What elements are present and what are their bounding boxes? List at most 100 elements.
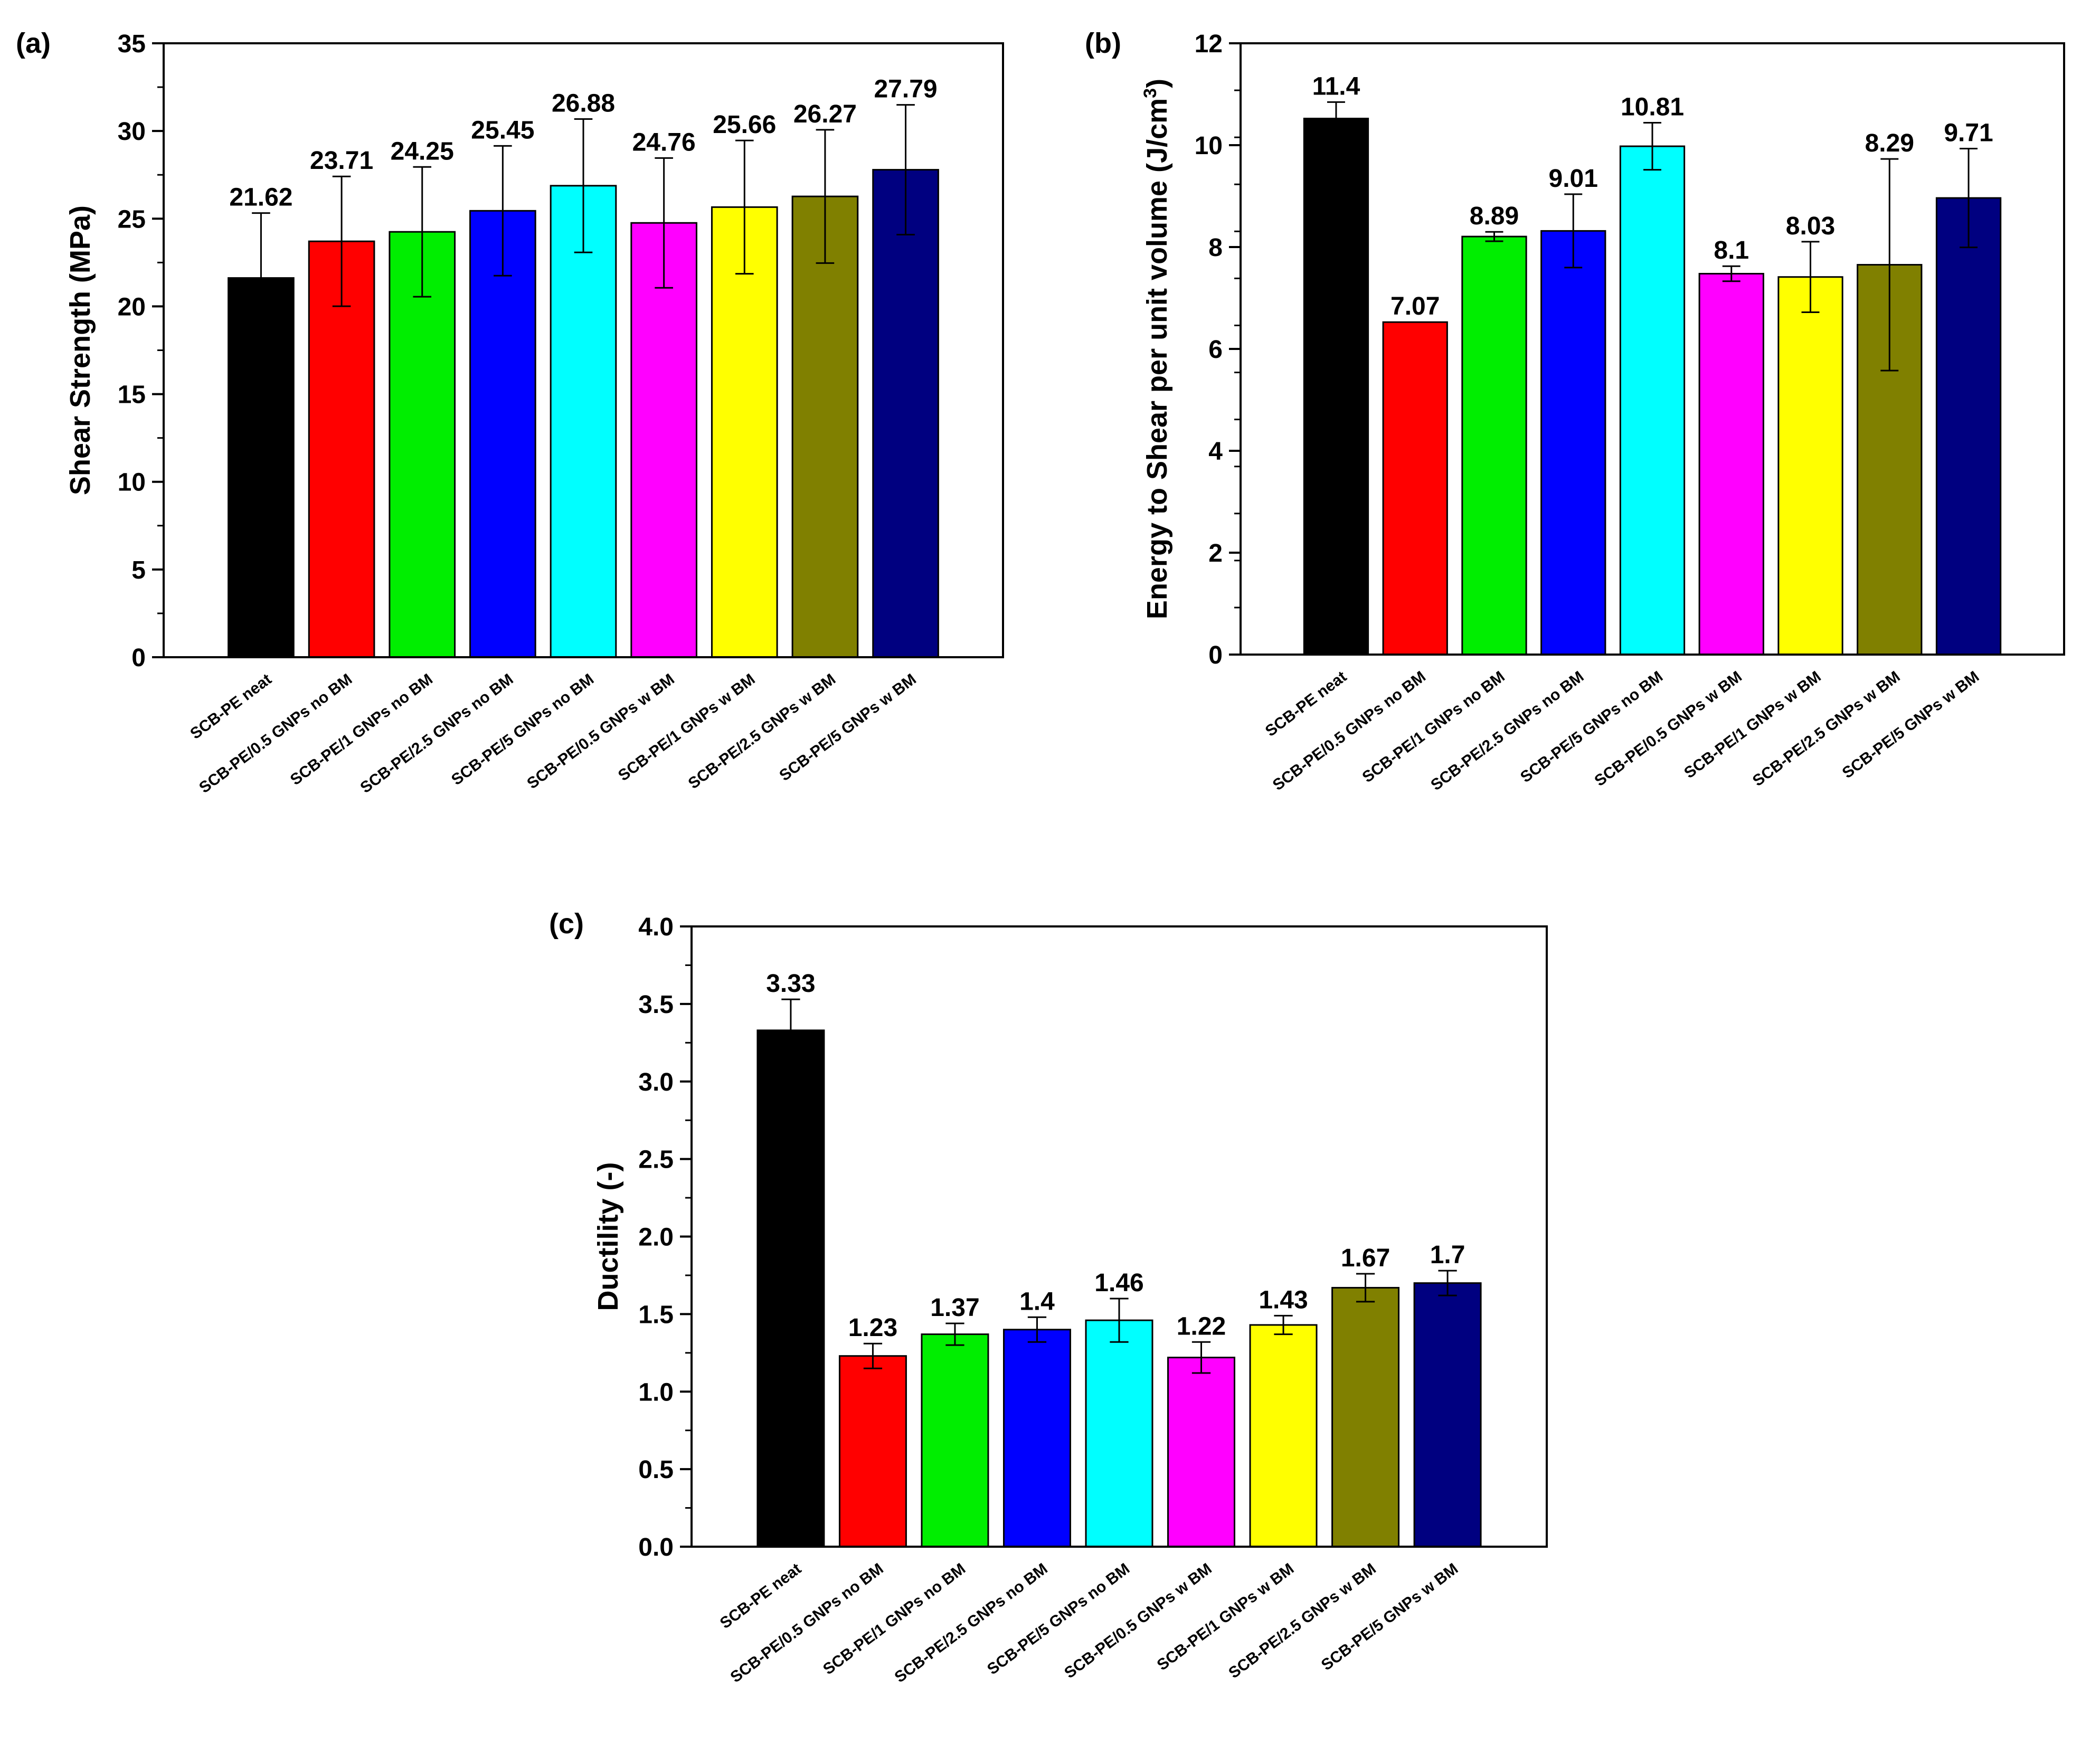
- data-label: 8.89: [1470, 202, 1519, 230]
- x-tick-label: SCB-PE neat: [717, 1560, 805, 1632]
- y-axis-label: Shear Strength (MPa): [64, 205, 96, 495]
- data-label: 1.43: [1259, 1286, 1308, 1314]
- y-tick-label: 12: [1195, 30, 1223, 58]
- data-label: 1.46: [1094, 1269, 1143, 1297]
- data-label: 1.67: [1341, 1244, 1390, 1272]
- y-tick-label: 8: [1208, 234, 1223, 262]
- bar: [838, 1355, 907, 1548]
- x-tick-label: SCB-PE/2.5 GNPs w BM: [685, 670, 839, 792]
- y-tick-label: 10: [118, 469, 146, 497]
- panel-label: (a): [16, 27, 51, 59]
- x-tick-label: SCB-PE/1 GNPs no BM: [287, 670, 436, 789]
- data-label: 9.01: [1549, 165, 1598, 193]
- data-label: 1.37: [930, 1294, 979, 1322]
- x-tick-label: SCB-PE/2.5 GNPs no BM: [892, 1560, 1051, 1686]
- x-tick-label: SCB-PE/1 GNPs w BM: [615, 670, 758, 784]
- data-label: 9.71: [1944, 119, 1993, 147]
- panel-label: (c): [549, 908, 584, 940]
- data-label: 24.76: [632, 128, 696, 156]
- x-tick-label: SCB-PE/2.5 GNPs no BM: [357, 670, 516, 797]
- bar: [1382, 321, 1448, 656]
- bar: [1249, 1324, 1318, 1548]
- x-tick-label: SCB-PE/1 GNPs no BM: [820, 1560, 969, 1678]
- bar: [1002, 1329, 1071, 1548]
- y-tick-label: 20: [118, 293, 146, 321]
- bar: [1461, 235, 1527, 656]
- y-tick-label: 30: [118, 118, 146, 146]
- bar: [872, 169, 939, 658]
- bar: [1085, 1319, 1153, 1548]
- y-tick-label: 1.0: [638, 1378, 674, 1406]
- y-tick-label: 15: [118, 381, 146, 409]
- data-label: 7.07: [1390, 292, 1440, 320]
- y-tick-label: 3.0: [638, 1068, 674, 1096]
- bar: [550, 185, 617, 658]
- bar: [1331, 1286, 1400, 1548]
- x-tick-label: SCB-PE/0.5 GNPs w BM: [1592, 668, 1745, 790]
- y-axis-label: Energy to Shear per unit volume (J/cm3): [1140, 79, 1173, 619]
- x-tick-label: SCB-PE/0.5 GNPs no BM: [196, 670, 355, 797]
- y-axis-label: Ductility (-): [592, 1162, 624, 1311]
- bar: [921, 1333, 989, 1548]
- bar: [1777, 276, 1843, 656]
- x-tick-label: SCB-PE/1 GNPs no BM: [1359, 668, 1508, 786]
- data-label: 24.25: [391, 137, 454, 165]
- data-label: 11.4: [1312, 72, 1360, 100]
- chart-shear-strength: (a) 21.62 SCB-PE neat 23.71 SCB-PE/0.5 GNPs …: [16, 27, 1004, 797]
- data-label: 1.23: [848, 1314, 897, 1342]
- bar: [791, 195, 859, 658]
- data-label: 1.7: [1430, 1241, 1465, 1269]
- bar: [1540, 230, 1606, 656]
- y-tick-label: 10: [1195, 132, 1223, 160]
- bar: [469, 210, 536, 658]
- data-label: 26.88: [552, 90, 615, 118]
- y-tick-label: 2: [1208, 539, 1223, 567]
- data-label: 27.79: [874, 75, 937, 103]
- data-label: 1.4: [1019, 1287, 1055, 1315]
- data-label: 25.45: [471, 116, 534, 144]
- bar: [756, 1029, 825, 1548]
- x-tick-label: SCB-PE neat: [187, 670, 275, 743]
- data-label: 8.29: [1865, 129, 1914, 157]
- data-label: 26.27: [793, 100, 857, 128]
- y-tick-label: 6: [1208, 336, 1223, 364]
- panel-a: (a) 21.62 SCB-PE neat 23.71 SCB-PE/0.5 GNPs …: [0, 0, 1051, 860]
- x-tick-label: SCB-PE/5 GNPs no BM: [448, 670, 597, 789]
- x-tick-label: SCB-PE/5 GNPs w BM: [1839, 668, 1982, 782]
- x-tick-label: SCB-PE/2.5 GNPs no BM: [1427, 668, 1587, 794]
- x-tick-label: SCB-PE/2.5 GNPs w BM: [1749, 668, 1903, 790]
- x-tick-label: SCB-PE/5 GNPs w BM: [1318, 1560, 1461, 1674]
- panel-c: (c) 3.33 SCB-PE neat 1.23 SCB-PE/0.5 GNPs no…: [528, 876, 1578, 1739]
- data-label: 1.22: [1177, 1312, 1226, 1340]
- y-tick-label: 5: [131, 556, 146, 584]
- data-label: 25.66: [713, 111, 776, 139]
- data-label: 23.71: [310, 147, 373, 175]
- y-tick-label: 3.5: [638, 991, 674, 1019]
- x-tick-label: SCB-PE/5 GNPs no BM: [984, 1560, 1133, 1678]
- y-tick-label: 2.5: [638, 1146, 674, 1174]
- y-tick-label: 25: [118, 205, 146, 233]
- x-tick-label: SCB-PE/5 GNPs w BM: [776, 670, 919, 784]
- x-tick-label: SCB-PE/1 GNPs w BM: [1154, 1560, 1297, 1674]
- x-tick-label: SCB-PE/1 GNPs w BM: [1681, 668, 1824, 782]
- x-tick-label: SCB-PE/0.5 GNPs w BM: [1061, 1560, 1215, 1682]
- bar: [711, 206, 778, 658]
- y-tick-label: 0.5: [638, 1456, 674, 1484]
- x-tick-label: SCB-PE/2.5 GNPs w BM: [1225, 1560, 1379, 1682]
- y-tick-label: 1.5: [638, 1301, 674, 1329]
- data-label: 21.62: [229, 184, 292, 212]
- panel-b: (b) 11.4 SCB-PE neat 7.07 SCB-PE/0.5 GNPs no…: [1056, 0, 2100, 860]
- bar: [1698, 272, 1764, 656]
- chart-ductility: (c) 3.33 SCB-PE neat 1.23 SCB-PE/0.5 GNPs no…: [549, 908, 1548, 1686]
- y-tick-label: 0.0: [638, 1533, 674, 1561]
- y-tick-label: 0: [1208, 641, 1223, 669]
- bar: [1935, 197, 2002, 656]
- x-tick-label: SCB-PE/0.5 GNPs w BM: [524, 670, 677, 792]
- y-tick-label: 4: [1208, 438, 1223, 466]
- bar: [1619, 145, 1686, 656]
- data-label: 10.81: [1621, 93, 1684, 121]
- y-tick-label: 4.0: [638, 913, 674, 941]
- y-tick-label: 0: [131, 644, 146, 672]
